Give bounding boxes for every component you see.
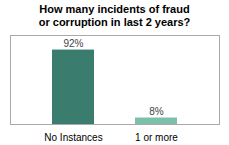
svg-text:8%: 8% — [149, 106, 164, 117]
html-text:How many incidents of fraud or: How many incidents of fraud or corruptio… — [38, 3, 191, 29]
svg-text:92%: 92% — [63, 38, 83, 49]
svg-text:No Instances: No Instances — [44, 132, 102, 142]
svg-text:1 or more: 1 or more — [135, 132, 178, 142]
